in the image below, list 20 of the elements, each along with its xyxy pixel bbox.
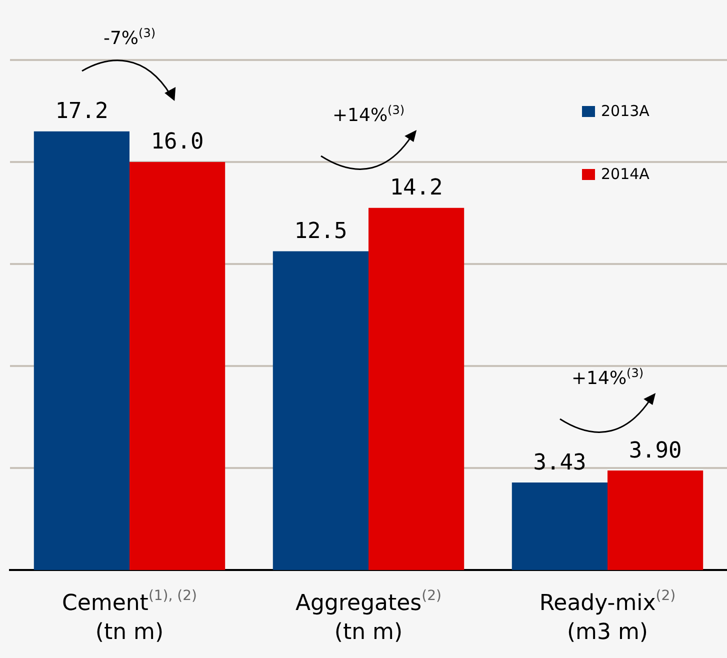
legend-label: 2014A [601, 165, 650, 183]
annotation: +14%$^{(3)}$ [332, 102, 405, 126]
annotation: +14%$^{(3)}$ [571, 366, 644, 389]
data-label: 17.2 [55, 99, 108, 124]
data-label: 3.43 [533, 450, 586, 476]
text: -7%$^{(3)}$ [103, 26, 156, 50]
bar [130, 162, 226, 570]
bar [608, 470, 704, 570]
bar [34, 131, 130, 570]
bar [512, 482, 608, 570]
bar [272, 251, 368, 570]
x-tick-label: Cement$^{(1), (2)}$ (tn m) [62, 587, 197, 647]
data-label: 16.0 [150, 130, 204, 155]
bar [368, 208, 464, 570]
legend-label: 2013A [601, 102, 650, 120]
data-label: 14.2 [390, 176, 443, 201]
category-label: Aggregates$^{(2)}$ (tn m) [296, 588, 442, 645]
data-label: 3.90 [628, 438, 682, 464]
category-label: Ready-mix$^{(2)}$ (m3 m) [539, 588, 676, 645]
data-label: 12.5 [294, 218, 348, 244]
